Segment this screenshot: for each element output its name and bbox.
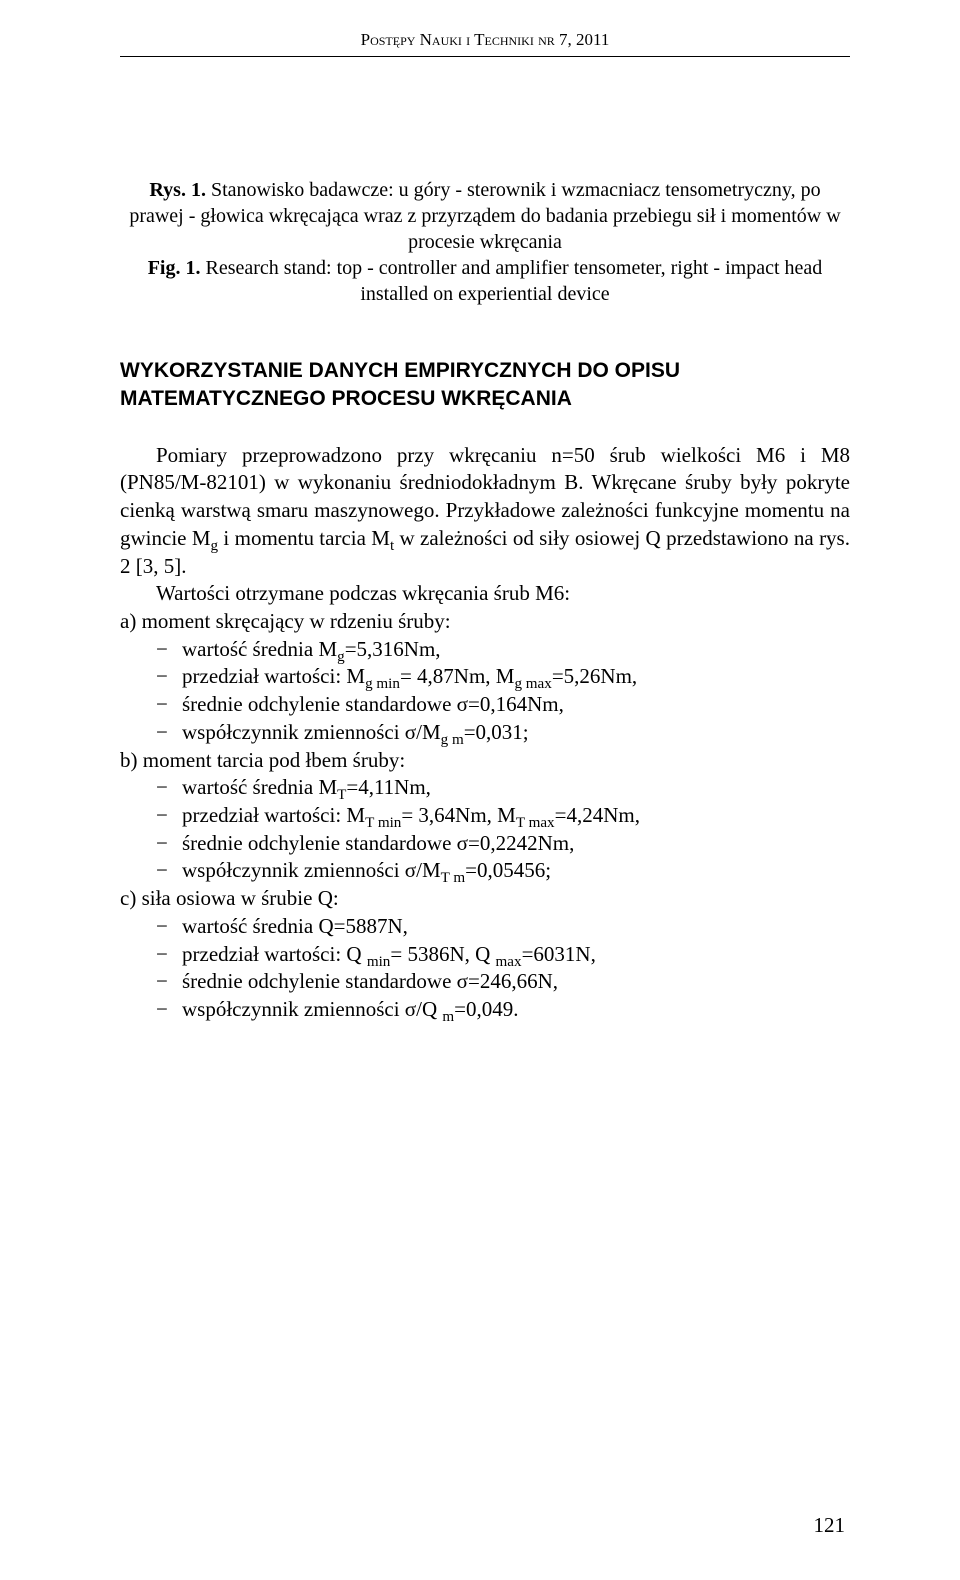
paragraph-2-line1: Wartości otrzymane podczas wkręcania śru…	[120, 580, 850, 608]
list-a-intro: a) moment skręcający w rdzeniu śruby:	[120, 608, 850, 636]
list-item: −wartość średnia MT=4,11Nm,	[120, 774, 850, 802]
list-item: −przedział wartości: Mg min= 4,87Nm, Mg …	[120, 663, 850, 691]
list-item: −współczynnik zmienności σ/Q m=0,049.	[120, 996, 850, 1024]
figure-text-en: Research stand: top - controller and amp…	[206, 257, 823, 305]
list-c-intro: c) siła osiowa w śrubie Q:	[120, 885, 850, 913]
journal-header-text: Postępy Nauki i Techniki nr 7, 2011	[361, 30, 610, 49]
list-c: −wartość średnia Q=5887N, −przedział war…	[120, 913, 850, 1024]
list-item: −wartość średnia Mg=5,316Nm,	[120, 636, 850, 664]
list-item: −wartość średnia Q=5887N,	[120, 913, 850, 941]
body-text: Pomiary przeprowadzono przy wkręcaniu n=…	[120, 442, 850, 608]
list-item: −przedział wartości: MT min= 3,64Nm, MT …	[120, 802, 850, 830]
header-rule	[120, 56, 850, 57]
list-item: −średnie odchylenie standardowe σ=0,164N…	[120, 691, 850, 719]
figure-label-en: Fig. 1.	[148, 257, 201, 279]
list-a: −wartość średnia Mg=5,316Nm, −przedział …	[120, 636, 850, 747]
list-b: −wartość średnia MT=4,11Nm, −przedział w…	[120, 774, 850, 885]
figure-caption: Rys. 1. Stanowisko badawcze: u góry - st…	[120, 177, 850, 307]
journal-header: Postępy Nauki i Techniki nr 7, 2011	[120, 30, 850, 50]
page-number: 121	[814, 1513, 846, 1538]
list-item: −współczynnik zmienności σ/Mg m=0,031;	[120, 719, 850, 747]
list-b-intro: b) moment tarcia pod łbem śruby:	[120, 747, 850, 775]
figure-label-pl: Rys. 1.	[149, 179, 206, 201]
section-heading: WYKORZYSTANIE DANYCH EMPIRYCZNYCH DO OPI…	[120, 357, 850, 414]
list-item: −średnie odchylenie standardowe σ=246,66…	[120, 968, 850, 996]
list-item: −przedział wartości: Q min= 5386N, Q max…	[120, 941, 850, 969]
paragraph-1: Pomiary przeprowadzono przy wkręcaniu n=…	[120, 442, 850, 581]
list-item: −współczynnik zmienności σ/MT m=0,05456;	[120, 857, 850, 885]
list-item: −średnie odchylenie standardowe σ=0,2242…	[120, 830, 850, 858]
figure-text-pl: Stanowisko badawcze: u góry - sterownik …	[129, 179, 840, 253]
